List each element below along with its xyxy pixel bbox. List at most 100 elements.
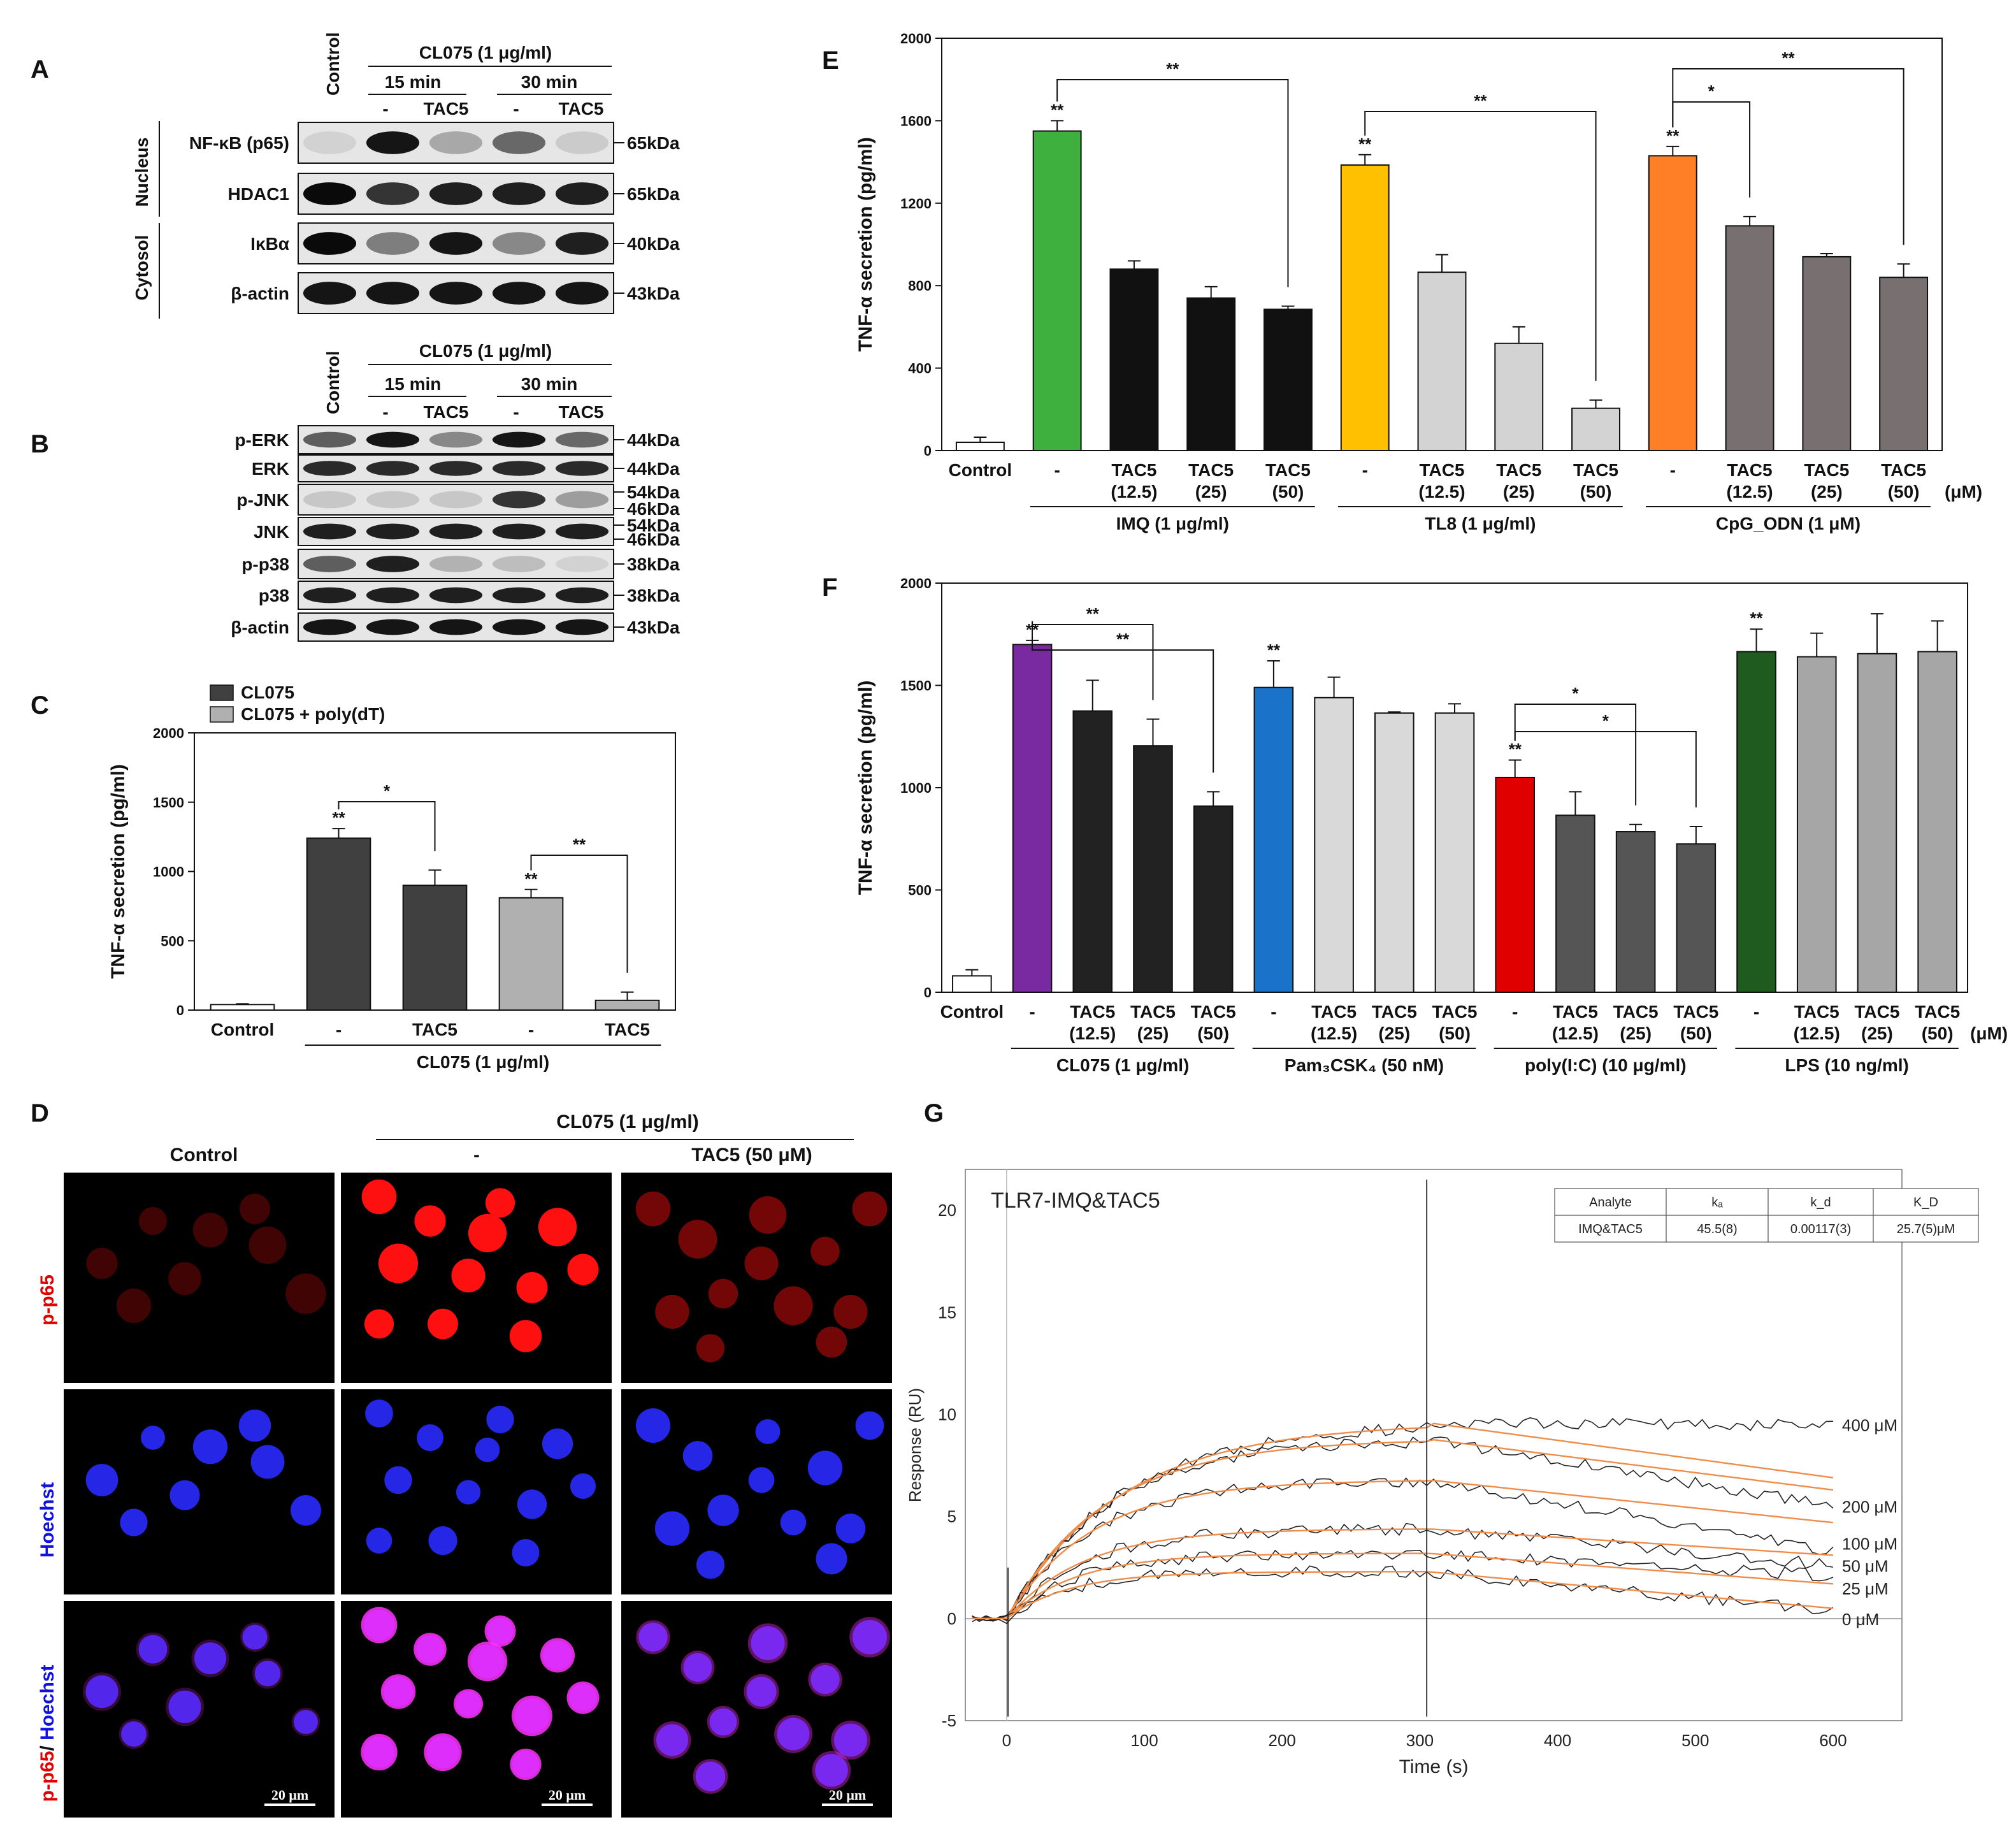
chartF-category-label: TAC5 — [1915, 1002, 1960, 1022]
nucleus-stained-cell — [192, 1429, 228, 1464]
panel-b-blot-band — [366, 461, 420, 476]
merge-p65-overlay — [831, 1720, 870, 1760]
chart-c: 0 500 1000 1500 2000 TNF-α secretion (pg/ml) C… — [108, 683, 676, 1072]
chartE-category-label: Control — [949, 460, 1012, 480]
nucleus-stained-cell — [517, 1489, 547, 1519]
panel-f: F 0 500 1000 1500 2000 TNF-α secretion (pg/ml… — [822, 574, 2008, 1075]
p65-stained-cell — [485, 1188, 515, 1218]
panel-b-protein-label: p-ERK — [234, 430, 289, 450]
p65-stained-cell — [655, 1294, 689, 1329]
nucleus-stained-cell — [417, 1424, 443, 1451]
chartC-y-tick-label: 0 — [176, 1002, 184, 1018]
chart-g-table-header-cell — [1666, 1188, 1769, 1216]
chartE-group-label: CpG_ODN (1 μM) — [1716, 514, 1861, 533]
panel-b-blot-band — [303, 587, 357, 604]
panel-b-blot-band — [492, 491, 546, 509]
p65-stained-cell — [468, 1213, 507, 1253]
scale-bar-label: 20 μm — [549, 1787, 586, 1803]
chartE-category-label: (12.5) — [1726, 482, 1773, 502]
panel-d-row-merge-p65: p-p65 — [37, 1751, 58, 1802]
nucleus-stained-cell — [169, 1480, 200, 1510]
chartE-category-label: TAC5 — [1881, 460, 1926, 480]
panel-a-size-label: 65kDa — [627, 133, 680, 153]
panel-b-blot-band — [555, 461, 609, 476]
merge-p65-overlay — [747, 1623, 788, 1663]
panel-a-lane-2: TAC5 — [423, 99, 468, 119]
chartF-category-label: Control — [940, 1002, 1004, 1022]
chartC-category-label: Control — [211, 1020, 275, 1039]
panel-b-blot-band — [429, 556, 483, 572]
chartF-category-label: TAC5 — [1191, 1002, 1236, 1022]
nucleus-stained-cell — [635, 1408, 671, 1443]
chartC-bar — [306, 837, 371, 1011]
chart-c-legend-label: CL075 + poly(dT) — [241, 704, 385, 724]
chartF-bar — [1133, 745, 1173, 993]
chartE-bar — [1648, 155, 1697, 452]
chartF-group-label: LPS (10 ng/ml) — [1785, 1055, 1908, 1075]
micrograph-background — [621, 1173, 892, 1383]
chartF-bar — [1374, 712, 1415, 993]
panel-b-blot-band — [366, 491, 420, 509]
panel-a-protein-label: NF-κB (p65) — [189, 133, 289, 153]
merge-p65-overlay — [484, 1616, 516, 1647]
chartC-significance-mark: ** — [332, 808, 345, 827]
panel-b-blot-band — [366, 587, 420, 604]
chart-g-y-tick-label: -5 — [942, 1711, 956, 1730]
chartF-bar — [1434, 712, 1475, 993]
panel-b-lane-1: - — [382, 402, 388, 422]
chart-c-legend-swatch — [210, 706, 234, 723]
chartE-y-tick-label: 0 — [924, 443, 932, 459]
panel-b-blot-band — [492, 431, 546, 448]
panel-a-blot-band — [492, 232, 546, 255]
p65-stained-cell — [378, 1243, 419, 1283]
chartE-category-label: TAC5 — [1573, 460, 1618, 480]
chartF-category-label: - — [1029, 1002, 1035, 1022]
panel-a-blot-band — [555, 182, 609, 205]
merge-p65-overlay — [361, 1607, 398, 1644]
p65-stained-cell — [240, 1194, 270, 1224]
panel-a-blot-band — [366, 182, 420, 205]
chartF-bar — [1072, 710, 1113, 993]
panel-a-treatment-header: CL075 (1 μg/ml) — [419, 43, 552, 62]
p65-stained-cell — [744, 1247, 779, 1281]
panel-a-blot-band — [492, 131, 546, 154]
panel-a-cytosol-label: Cytosol — [132, 235, 152, 301]
chart-g-x-tick-label: 600 — [1819, 1731, 1847, 1750]
chartF-y-axis-label: TNF-α secretion (pg/ml) — [855, 681, 876, 895]
chartF-category-label: - — [1512, 1002, 1518, 1022]
chartE-category-label: (25) — [1195, 482, 1227, 502]
p65-stained-cell — [810, 1236, 840, 1266]
chartF-category-label: (25) — [1620, 1023, 1652, 1043]
nucleus-stained-cell — [682, 1441, 713, 1471]
panel-b-blot-band — [555, 431, 609, 448]
nucleus-stained-cell — [570, 1473, 596, 1500]
panel-b-blot-band — [555, 587, 609, 604]
chartF-category-label: (12.5) — [1069, 1023, 1116, 1043]
p65-stained-cell — [248, 1226, 287, 1264]
merge-p65-overlay — [540, 1638, 575, 1673]
p65-stained-cell — [414, 1205, 446, 1237]
chart-g-x-tick-label: 0 — [1002, 1731, 1011, 1750]
chartF-significance-mark: ** — [1267, 640, 1281, 660]
merge-p65-overlay — [566, 1681, 600, 1714]
panel-b-lane-3: - — [513, 402, 519, 422]
panel-d-micrographs: 20 μm 20 μm 20 μm — [64, 1173, 892, 1818]
nucleus-stained-cell — [816, 1543, 847, 1575]
merge-nucleus — [815, 1754, 848, 1787]
panel-a-protein-label: IκBα — [250, 234, 289, 254]
nucleus-stained-cell — [780, 1509, 807, 1536]
nucleus-stained-cell — [290, 1494, 322, 1526]
chartF-significance-mark: ** — [1750, 609, 1763, 628]
chartF-category-label: TAC5 — [1854, 1002, 1899, 1022]
chart-g-table-value: 45.5(8) — [1697, 1222, 1737, 1236]
panel-b-size-label: 38kDa — [627, 554, 680, 574]
panel-a-blot-band — [303, 232, 357, 255]
merge-nucleus — [777, 1717, 810, 1751]
chartC-bracket — [338, 801, 436, 851]
merge-p65-overlay — [653, 1721, 691, 1759]
panel-b-blot-band — [366, 431, 420, 448]
chartC-category-label: - — [336, 1020, 342, 1039]
p65-stained-cell — [833, 1294, 868, 1329]
panel-a-blot-band — [366, 232, 420, 255]
